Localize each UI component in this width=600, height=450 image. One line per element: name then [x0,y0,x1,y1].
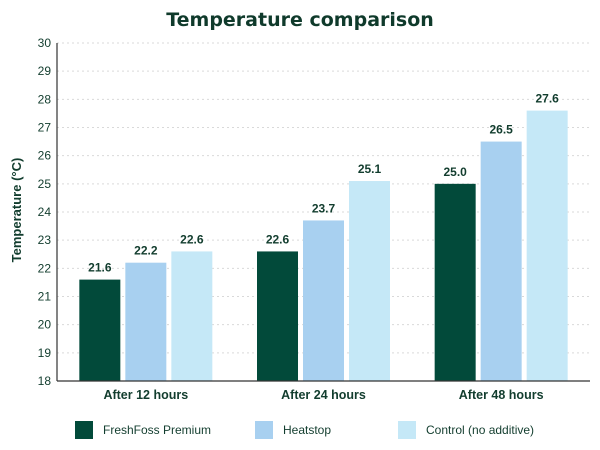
y-tick-label: 22 [38,261,52,275]
bar [526,110,568,381]
bar [125,262,167,381]
legend-label: FreshFoss Premium [103,423,211,437]
bar [434,183,476,381]
y-tick-label: 23 [38,233,52,247]
bar [171,251,213,381]
legend-swatch [398,421,416,439]
y-axis-ticks: 18 19 20 21 22 23 24 25 26 27 28 29 30 [38,36,52,388]
y-tick-label: 27 [38,121,52,135]
data-label: 22.6 [180,232,204,246]
bar [79,279,121,381]
y-tick-label: 25 [38,177,52,191]
data-labels: 21.6 22.2 22.6 22.6 23.7 25.1 25.0 26.5 27.6 [88,92,559,275]
data-label: 27.6 [535,92,559,106]
x-category-label: After 24 hours [281,388,366,402]
y-tick-label: 24 [38,205,52,219]
legend-swatch [255,421,273,439]
y-tick-label: 21 [38,290,52,304]
legend-label: Control (no additive) [426,423,534,437]
y-tick-label: 30 [38,36,52,50]
y-tick-label: 18 [38,374,52,388]
data-label: 26.5 [489,123,513,137]
bar [349,181,390,381]
bar [303,220,344,381]
legend-swatch [75,421,93,439]
legend-label: Heatstop [283,423,331,437]
bars [79,110,568,381]
y-tick-label: 28 [38,92,52,106]
data-label: 21.6 [88,261,112,275]
data-label: 25.0 [443,165,467,179]
data-label: 22.2 [134,244,158,258]
data-label: 25.1 [358,162,382,176]
y-axis-label: Temperature (°C) [9,158,24,263]
bar [257,251,298,381]
y-tick-label: 19 [38,346,52,360]
x-axis-categories: After 12 hours After 24 hours After 48 hou… [103,388,543,402]
data-label: 23.7 [312,201,336,215]
y-tick-label: 20 [38,318,52,332]
x-category-label: After 12 hours [103,388,188,402]
y-tick-label: 29 [38,64,52,78]
chart-title: Temperature comparison [166,9,434,31]
bar [480,141,522,381]
y-tick-label: 26 [38,149,52,163]
legend: FreshFoss Premium Heatstop Control (no add… [75,421,534,439]
data-label: 22.6 [266,232,290,246]
x-category-label: After 48 hours [459,388,544,402]
